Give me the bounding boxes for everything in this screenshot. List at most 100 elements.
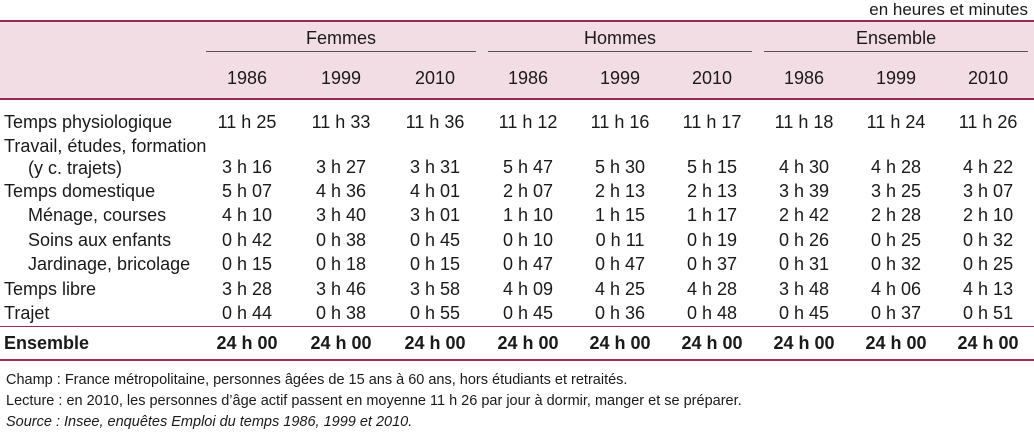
table-cell: 2 h 42 (779, 205, 830, 226)
table-cell: 2 h 10 (963, 205, 1014, 226)
table-cell: 1 h 10 (503, 205, 554, 226)
table-cell: 11 h 18 (774, 112, 834, 133)
table-row: Soins aux enfants 0 h 42 0 h 38 0 h 45 0 h 1… (0, 228, 1034, 253)
table-cell: 3 h 16 (221, 156, 273, 177)
table-cell: 24 h 00 (388, 325, 483, 360)
year-header: 1999 (294, 58, 388, 99)
table-cell: 24 h 00 (574, 325, 667, 360)
table-cell: 4 h 36 (315, 180, 367, 201)
table-cell: 3 h 31 (409, 156, 461, 177)
row-label-line2: (y c. trajets) (28, 157, 123, 178)
table-cell: 11 h 16 (590, 112, 650, 133)
table-cell: 4 h 09 (503, 278, 554, 299)
time-use-table: Femmes Hommes Ensemble 1986 1999 2010 19… (0, 20, 1034, 361)
table-cell: 3 h 46 (315, 278, 367, 299)
row-label: Soins aux enfants (28, 229, 172, 250)
table-cell: 11 h 26 (958, 112, 1018, 133)
table-cell: 4 h 25 (595, 278, 646, 299)
table-row: Trajet 0 h 44 0 h 38 0 h 55 0 h 45 0 h 36 0 h … (0, 301, 1034, 326)
table-cell: 0 h 11 (595, 229, 645, 250)
row-label: Ménage, courses (28, 205, 167, 226)
unit-note: en heures et minutes (869, 0, 1028, 19)
table-cell: 5 h 15 (687, 156, 738, 177)
row-label: Temps physiologique (4, 112, 173, 133)
table-cell: 4 h 06 (871, 278, 922, 299)
table-cell: 4 h 28 (871, 156, 922, 177)
table-cell: 0 h 42 (221, 229, 273, 250)
table-cell: 0 h 55 (409, 303, 461, 324)
table-cell: 0 h 31 (779, 254, 830, 275)
table-cell: 0 h 32 (871, 254, 922, 275)
table-notes: Champ : France métropolitaine, personnes… (6, 370, 742, 433)
table-cell: 0 h 32 (963, 229, 1014, 250)
table-cell: 24 h 00 (482, 325, 575, 360)
table-cell: 0 h 38 (315, 303, 367, 324)
table-cell: 3 h 28 (221, 278, 273, 299)
row-label: Temps domestique (4, 180, 156, 201)
table-cell: 5 h 07 (221, 180, 273, 201)
table-row: Temps libre 3 h 28 3 h 46 3 h 58 4 h 09 4 h 2… (0, 277, 1034, 302)
table-cell: 0 h 15 (221, 254, 273, 275)
table-cell: 2 h 28 (871, 205, 922, 226)
table-cell: 11 h 33 (311, 112, 371, 133)
group-header-row: Femmes Hommes Ensemble (0, 21, 1034, 58)
table-row: Travail, études, formation (y c. trajets)… (0, 135, 1034, 179)
table-cell: 11 h 25 (217, 112, 277, 133)
table-cell: 0 h 47 (595, 254, 646, 275)
table-cell: 24 h 00 (666, 325, 759, 360)
table-cell: 5 h 30 (595, 156, 646, 177)
row-label: Trajet (4, 303, 50, 324)
table-cell: 4 h 30 (779, 156, 830, 177)
note-lecture: Lecture : en 2010, les personnes d’âge a… (6, 393, 742, 409)
table-cell: 24 h 00 (200, 325, 294, 360)
table-cell: 0 h 45 (503, 303, 554, 324)
table-cell: 0 h 37 (871, 303, 922, 324)
table-cell: 3 h 07 (963, 180, 1014, 201)
note-source: Source : Insee, enquêtes Emploi du temps… (6, 414, 413, 430)
table-cell: 3 h 40 (315, 205, 367, 226)
group-header-femmes: Femmes (200, 21, 483, 58)
year-header: 1999 (850, 58, 943, 99)
table-cell: 0 h 36 (595, 303, 646, 324)
table-cell: 2 h 07 (503, 180, 554, 201)
table-cell: 5 h 47 (503, 156, 554, 177)
row-label: Temps libre (4, 278, 97, 299)
table-cell: 0 h 18 (315, 254, 367, 275)
table-row: Temps domestique 5 h 07 4 h 36 4 h 01 2 h 07… (0, 179, 1034, 204)
table-cell: 3 h 01 (409, 205, 461, 226)
table-body: Temps physiologique 11 h 25 11 h 33 11 h 36… (0, 99, 1034, 360)
table-cell: 0 h 37 (687, 254, 738, 275)
header-spacer (0, 21, 200, 58)
table-cell: 0 h 15 (409, 254, 461, 275)
note-champ: Champ : France métropolitaine, personnes… (6, 372, 628, 388)
table-cell: 4 h 28 (687, 278, 738, 299)
year-header: 1986 (200, 58, 294, 99)
year-header: 1986 (482, 58, 575, 99)
table-cell: 0 h 44 (221, 303, 273, 324)
table-row: Jardinage, bricolage 0 h 15 0 h 18 0 h 15 0 … (0, 252, 1034, 277)
table-cell: 4 h 01 (409, 180, 461, 201)
table-cell: 11 h 17 (682, 112, 742, 133)
table-cell: 24 h 00 (294, 325, 388, 360)
table-cell: 0 h 26 (779, 229, 830, 250)
table-cell: 0 h 19 (687, 229, 738, 250)
row-label: Ensemble (0, 325, 200, 360)
year-header: 1999 (574, 58, 667, 99)
table-cell: 4 h 22 (963, 156, 1014, 177)
table-cell: 24 h 00 (942, 325, 1034, 360)
table-cell: 11 h 36 (405, 112, 465, 133)
table-cell: 0 h 25 (963, 254, 1014, 275)
total-row: Ensemble 24 h 00 24 h 00 24 h 00 24 h 00 24 h… (0, 325, 1034, 360)
table-cell: 0 h 45 (409, 229, 461, 250)
table-cell: 11 h 12 (498, 112, 558, 133)
table-cell: 24 h 00 (850, 325, 943, 360)
group-header-hommes: Hommes (482, 21, 759, 58)
table-cell: 0 h 51 (963, 303, 1014, 324)
table-cell: 1 h 17 (687, 205, 738, 226)
table-cell: 4 h 10 (221, 205, 273, 226)
table-row: Temps physiologique 11 h 25 11 h 33 11 h 36… (0, 99, 1034, 135)
table-cell: 0 h 48 (687, 303, 738, 324)
table-cell: 2 h 13 (687, 180, 738, 201)
table-cell: 0 h 25 (871, 229, 922, 250)
